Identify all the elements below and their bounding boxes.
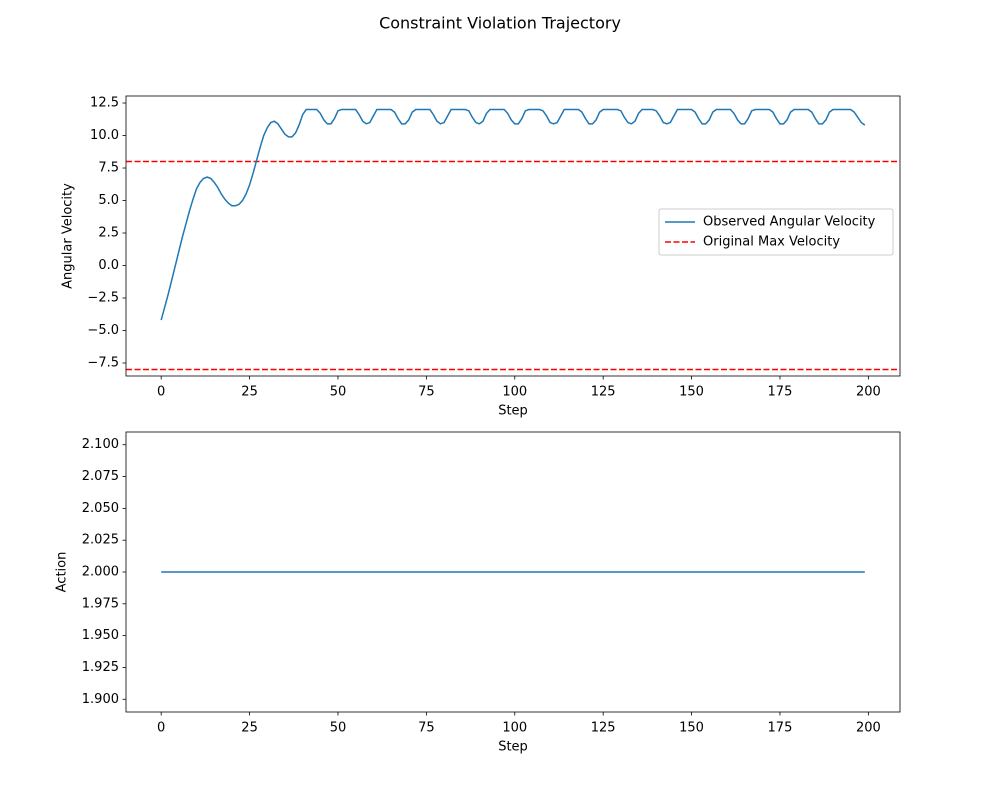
y-tick-label: 2.075 xyxy=(82,469,119,484)
y-tick-label: 10.0 xyxy=(90,128,119,143)
y-tick-label: 7.5 xyxy=(98,161,119,176)
x-tick-label: 125 xyxy=(591,721,616,736)
legend-label: Original Max Velocity xyxy=(703,235,840,250)
axes-frame xyxy=(125,95,901,377)
x-tick-label: 175 xyxy=(768,721,793,736)
x-tick-label: 100 xyxy=(502,721,527,736)
legend-label: Observed Angular Velocity xyxy=(703,215,876,230)
x-tick-label: 100 xyxy=(502,385,527,400)
y-tick-label: −7.5 xyxy=(87,356,119,371)
x-tick-label: 150 xyxy=(679,385,704,400)
x-axis-label: Step xyxy=(498,404,528,419)
x-tick-label: 25 xyxy=(241,385,258,400)
data-line xyxy=(160,108,866,321)
y-axis-label: Action xyxy=(55,552,70,593)
x-tick-label: 175 xyxy=(768,385,793,400)
x-tick-label: 50 xyxy=(330,385,347,400)
y-tick-label: 12.5 xyxy=(90,96,119,111)
y-axis-label: Angular Velocity xyxy=(61,183,76,289)
plot-area xyxy=(126,108,900,371)
y-tick-label: 1.950 xyxy=(82,628,119,643)
y-tick-label: 2.050 xyxy=(82,501,119,516)
y-tick-label: −2.5 xyxy=(87,291,119,306)
x-tick-label: 0 xyxy=(157,385,165,400)
x-axis-label: Step xyxy=(498,740,528,755)
x-tick-label: 0 xyxy=(157,721,165,736)
y-tick-label: 2.100 xyxy=(82,437,119,452)
x-tick-label: 200 xyxy=(856,721,881,736)
y-tick-label: 2.5 xyxy=(98,226,119,241)
y-tick-label: 2.025 xyxy=(82,533,119,548)
x-tick-label: 200 xyxy=(856,385,881,400)
figure-title: Constraint Violation Trajectory xyxy=(379,14,621,33)
x-tick-label: 25 xyxy=(241,721,258,736)
x-tick-label: 75 xyxy=(418,721,435,736)
y-tick-label: 0.0 xyxy=(98,258,119,273)
y-tick-label: 1.975 xyxy=(82,596,119,611)
y-tick-label: 2.000 xyxy=(82,565,119,580)
x-tick-label: 75 xyxy=(418,385,435,400)
axes-frame xyxy=(125,431,901,713)
x-tick-label: 125 xyxy=(591,385,616,400)
y-tick-label: 5.0 xyxy=(98,193,119,208)
y-tick-label: 1.900 xyxy=(82,692,119,707)
legend-box xyxy=(658,208,894,256)
x-tick-label: 50 xyxy=(330,721,347,736)
y-tick-label: −5.0 xyxy=(87,323,119,338)
y-tick-label: 1.925 xyxy=(82,660,119,675)
x-tick-label: 150 xyxy=(679,721,704,736)
